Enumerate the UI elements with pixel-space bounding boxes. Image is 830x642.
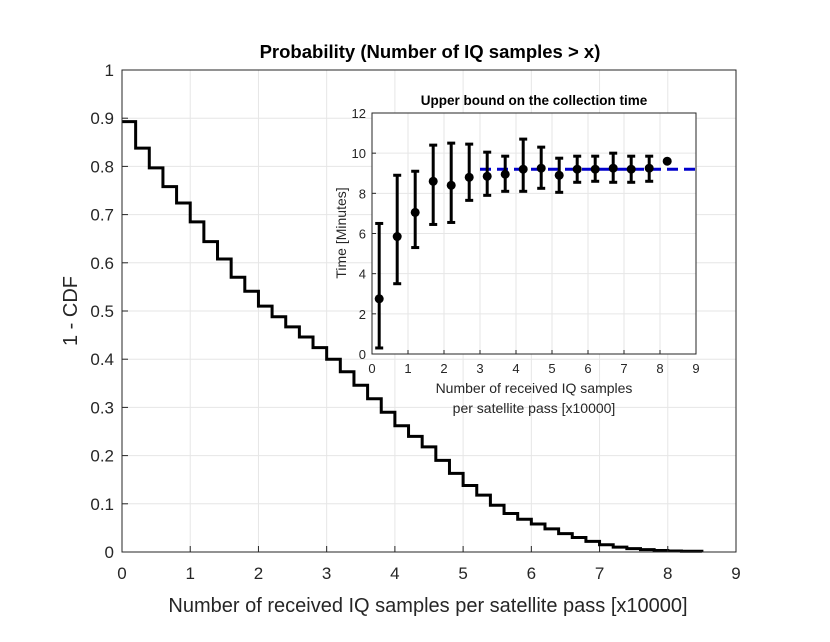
main-y-tick-label: 0.6	[90, 254, 114, 273]
inset-x-axis-label-line-1: Number of received IQ samples	[436, 380, 633, 396]
data-point	[662, 156, 672, 166]
inset-y-tick-label: 4	[359, 267, 366, 282]
main-y-tick-label: 0.2	[90, 447, 114, 466]
data-point	[626, 164, 636, 174]
main-x-tick-label: 7	[595, 564, 604, 583]
inset-y-tick-label: 10	[352, 146, 366, 161]
inset-x-tick-label: 5	[548, 361, 555, 376]
main-y-ticks: 0 0.1 0.2 0.3 0.4 0.5 0.6 0.7 0.8 0.9 1	[90, 61, 128, 562]
main-x-tick-label: 2	[254, 564, 263, 583]
data-point	[590, 164, 600, 174]
data-point	[518, 164, 528, 174]
inset-chart-title: Upper bound on the collection time	[421, 93, 648, 108]
main-y-axis-label: 1 - CDF	[60, 276, 82, 346]
main-chart-title: Probability (Number of IQ samples > x)	[260, 41, 601, 62]
data-point	[428, 176, 438, 186]
main-x-axis-label: Number of received IQ samples per satell…	[168, 595, 687, 617]
main-y-tick-label: 0.5	[90, 302, 114, 321]
inset-x-tick-label: 9	[692, 361, 699, 376]
inset-x-tick-label: 2	[440, 361, 447, 376]
data-point	[446, 180, 456, 190]
main-y-tick-label: 0.8	[90, 157, 114, 176]
main-y-tick-label: 0.9	[90, 109, 114, 128]
data-point	[464, 172, 474, 182]
inset-x-ticks: 0 1 2 3 4 5 6 7 8 9	[368, 350, 700, 376]
main-y-tick-label: 0	[105, 543, 114, 562]
main-y-tick-label: 1	[105, 61, 114, 80]
main-x-tick-label: 0	[117, 564, 126, 583]
data-point	[392, 232, 402, 242]
inset-x-tick-label: 4	[512, 361, 519, 376]
inset-x-tick-label: 6	[584, 361, 591, 376]
main-y-tick-label: 0.7	[90, 206, 114, 225]
main-x-tick-label: 4	[390, 564, 399, 583]
main-x-tick-label: 9	[731, 564, 740, 583]
data-point	[608, 163, 618, 173]
inset-series	[374, 137, 696, 350]
data-point	[572, 164, 582, 174]
data-point	[644, 163, 654, 173]
main-x-tick-label: 1	[185, 564, 194, 583]
main-y-tick-label: 0.3	[90, 398, 114, 417]
inset-x-tick-label: 0	[368, 361, 375, 376]
inset-y-tick-label: 0	[359, 347, 366, 362]
main-x-tick-label: 8	[663, 564, 672, 583]
inset-x-axis-label-line-2: per satellite pass [x10000]	[453, 400, 616, 416]
inset-y-axis-label: Time [Minutes]	[333, 187, 349, 278]
main-y-tick-label: 0.1	[90, 495, 114, 514]
inset-x-tick-label: 7	[620, 361, 627, 376]
inset-grid	[372, 113, 696, 354]
inset-y-tick-label: 12	[352, 106, 366, 121]
data-point	[536, 163, 546, 173]
main-x-tick-label: 6	[527, 564, 536, 583]
inset-x-tick-label: 1	[404, 361, 411, 376]
ccdf-step-line	[122, 120, 704, 553]
main-x-tick-label: 3	[322, 564, 331, 583]
main-x-ticks: 0 1 2 3 4 5 6 7 8 9	[117, 546, 741, 583]
data-point	[500, 169, 510, 179]
inset-x-tick-label: 8	[656, 361, 663, 376]
data-point	[374, 294, 384, 304]
main-x-tick-label: 5	[458, 564, 467, 583]
inset-y-ticks: 0 2 4 6 8 10 12	[352, 106, 376, 362]
data-point	[554, 170, 564, 180]
inset-y-tick-label: 2	[359, 307, 366, 322]
main-y-tick-label: 0.4	[90, 350, 114, 369]
main-series	[122, 120, 704, 553]
inset-x-tick-label: 3	[476, 361, 483, 376]
inset-y-tick-label: 8	[359, 186, 366, 201]
inset-y-tick-label: 6	[359, 227, 366, 242]
data-point	[410, 207, 420, 217]
data-point	[482, 171, 492, 181]
